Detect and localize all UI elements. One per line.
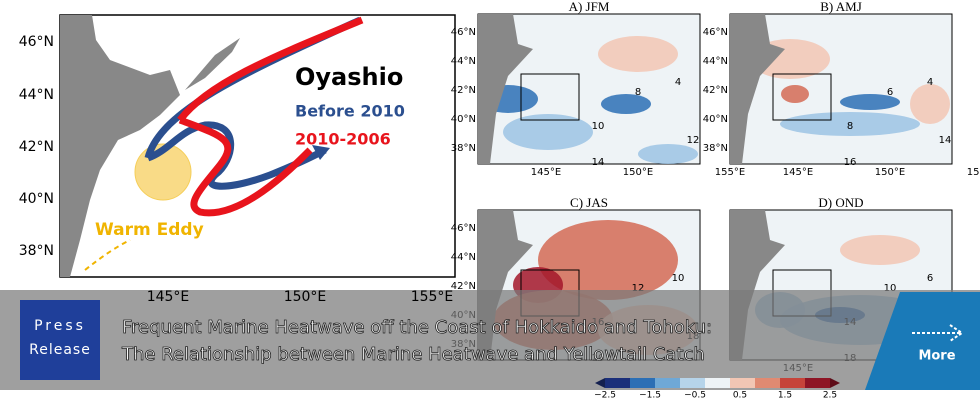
panel-title: D) OND — [818, 195, 863, 210]
cbar-tick: 2.5 — [823, 391, 837, 400]
cbar-tick: 1.5 — [778, 391, 792, 400]
lon-label: 155°E — [411, 289, 454, 305]
more-label[interactable]: More — [918, 349, 955, 364]
lon-label: 145°E — [783, 167, 813, 178]
anomaly — [840, 94, 900, 110]
land — [60, 15, 180, 277]
contour-label: 14 — [939, 135, 952, 146]
cbar-cell — [655, 378, 680, 388]
contour-label: 12 — [687, 135, 700, 146]
arrow — [312, 145, 330, 160]
lon-label: 145°E — [147, 289, 190, 305]
lat-label: 42°N — [451, 85, 476, 96]
anomaly — [503, 114, 593, 150]
lat-label: 46°N — [451, 223, 476, 234]
more-button[interactable] — [865, 292, 980, 390]
contour-label: 8 — [635, 87, 641, 98]
cbar-cell — [805, 378, 830, 388]
lat-label: 46°N — [19, 34, 54, 50]
current-after — [177, 16, 364, 217]
land — [478, 14, 533, 164]
lat-label: 40°N — [19, 191, 54, 207]
contour-label: 6 — [927, 273, 933, 284]
contour-label: 10 — [592, 121, 605, 132]
lon-label: 155°E — [967, 167, 980, 178]
more-arrow — [912, 324, 964, 342]
cbar-cell — [605, 378, 630, 388]
box — [772, 73, 832, 121]
badge — [20, 300, 100, 380]
map-frame — [59, 14, 456, 278]
lat-label: 42°N — [19, 139, 54, 155]
lat-label: 38°N — [451, 143, 476, 154]
lat-label: 38°N — [703, 143, 728, 154]
title-line: The Relationship between Marine Heatwave… — [121, 344, 705, 365]
lon-label: 150°E — [623, 167, 653, 178]
contour-label: 16 — [844, 157, 857, 168]
cbar-tick: −0.5 — [684, 391, 706, 400]
colorbar: −2.5 −1.5 −0.5 0.5 1.5 2.5 — [594, 378, 840, 400]
eddy-path — [84, 239, 131, 271]
lon-label: 155°E — [715, 167, 745, 178]
cbar-cell — [755, 378, 780, 388]
title-line: Frequent Marine Heatwave off the Coast o… — [122, 317, 712, 338]
panel-title: A) JFM — [569, 0, 610, 14]
lat-label: 44°N — [451, 56, 476, 67]
lon-label: 150°E — [284, 289, 327, 305]
lat-label: 40°N — [703, 114, 728, 125]
contour-label: 6 — [887, 87, 893, 98]
cbar-tick: −2.5 — [594, 391, 616, 400]
anomaly — [601, 94, 651, 114]
anomaly — [598, 36, 678, 72]
anomaly — [781, 85, 809, 103]
contour-label: 8 — [847, 121, 853, 132]
lat-label: 44°N — [19, 87, 54, 103]
cbar-tick: −1.5 — [639, 391, 661, 400]
legend-before: Before 2010 — [295, 102, 405, 121]
lon-label: 150°E — [875, 167, 905, 178]
land — [730, 14, 785, 164]
anomaly — [538, 220, 678, 300]
anomaly — [780, 112, 920, 136]
panel-title: C) JAS — [570, 195, 608, 210]
lat-label: 42°N — [451, 281, 476, 292]
lat-label: 44°N — [451, 252, 476, 263]
legend-title: Oyashio — [295, 63, 403, 91]
eddy-label: Warm Eddy — [95, 220, 204, 240]
cbar-cell — [705, 378, 730, 388]
contour-label: 10 — [884, 283, 897, 294]
panel-title: B) AMJ — [820, 0, 862, 14]
cbar-tick: 0.5 — [733, 391, 747, 400]
lat-label: 40°N — [451, 114, 476, 125]
land — [185, 38, 240, 90]
band — [0, 290, 980, 390]
lon-label: 145°E — [531, 167, 561, 178]
cbar-end — [595, 378, 605, 388]
anomaly — [638, 144, 698, 164]
cbar-cell — [680, 378, 705, 388]
legend-after: 2010-2006 — [295, 130, 391, 149]
contour-label: 12 — [632, 283, 645, 294]
contour-label: 4 — [675, 77, 681, 88]
cbar-cell — [730, 378, 755, 388]
badge-text: Release — [29, 342, 91, 358]
lat-label: 42°N — [703, 85, 728, 96]
badge-text: Press — [34, 318, 86, 334]
lat-label: 38°N — [19, 243, 54, 259]
contour-label: 14 — [592, 157, 605, 168]
lat-label: 44°N — [703, 56, 728, 67]
lat-label: 46°N — [703, 27, 728, 38]
cbar-end — [830, 378, 840, 388]
anomaly — [840, 235, 920, 265]
contour-label: 10 — [672, 273, 685, 284]
contour-label: 4 — [927, 77, 933, 88]
anomaly — [910, 84, 950, 124]
box — [520, 73, 580, 121]
cbar-cell — [630, 378, 655, 388]
lat-label: 46°N — [451, 27, 476, 38]
cbar-cell — [780, 378, 805, 388]
main-map: Oyashio Before 2010 2010-2006 Warm Eddy — [59, 14, 456, 278]
